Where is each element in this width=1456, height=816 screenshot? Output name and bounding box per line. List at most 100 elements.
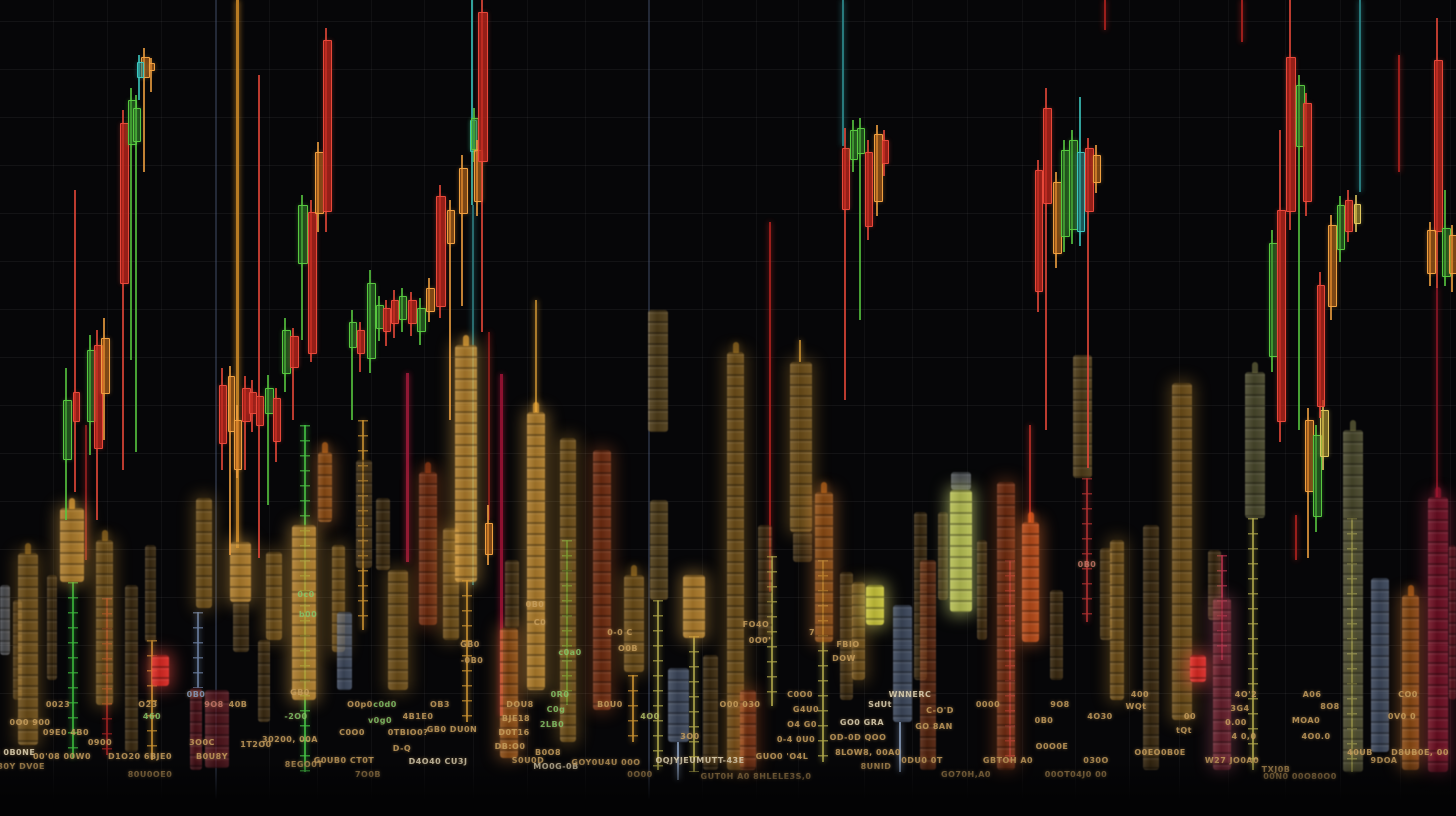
glyph-label: O0O0E bbox=[1035, 742, 1069, 751]
volume-column bbox=[668, 668, 689, 742]
volume-column-cap bbox=[1252, 362, 1258, 373]
volume-column bbox=[1245, 372, 1265, 518]
stem-ticks bbox=[1347, 518, 1357, 772]
glyph-label: 4O30 bbox=[1087, 712, 1113, 721]
glyph-label: C0g bbox=[546, 705, 566, 714]
glyph-label: 0023 bbox=[45, 700, 71, 709]
glyph-label: GB0 DU0N bbox=[426, 725, 478, 734]
glyph-label: D8UB0E, 00 bbox=[1391, 748, 1449, 757]
glyph-label: 0B0 bbox=[1034, 716, 1054, 725]
glyph-label: B0O8 bbox=[534, 748, 562, 757]
volume-column bbox=[938, 512, 948, 600]
volume-column bbox=[13, 600, 22, 700]
glyph-label: GB0 bbox=[290, 688, 310, 697]
candle-wick bbox=[258, 75, 260, 558]
stem-line bbox=[405, 373, 409, 562]
candle-body bbox=[322, 40, 332, 212]
glyph-label: DOU8 bbox=[506, 700, 534, 709]
volume-column bbox=[455, 345, 477, 582]
stem-ticks bbox=[193, 612, 203, 688]
glyph-label: 4 0,0 bbox=[1231, 732, 1257, 741]
candle-body bbox=[234, 420, 242, 470]
volume-column bbox=[1022, 522, 1039, 642]
glyph-label: B0U0 bbox=[597, 700, 623, 709]
stem-ticks bbox=[653, 600, 663, 770]
glyph-label: FBIO bbox=[836, 640, 860, 649]
volume-column bbox=[47, 575, 57, 680]
candle-body bbox=[256, 396, 264, 426]
candle-body bbox=[1042, 108, 1052, 204]
candle-wick bbox=[301, 195, 303, 340]
glyph-label: SdUt bbox=[868, 700, 892, 709]
glyph-label: 30200, 00A bbox=[262, 735, 318, 744]
stem-line bbox=[899, 722, 901, 772]
glyph-label: v0g0 bbox=[367, 716, 393, 725]
glyph-label: 1T2O0 bbox=[240, 740, 272, 749]
stem-line bbox=[799, 340, 801, 362]
glyph-label: OB3 bbox=[430, 700, 450, 709]
volume-column bbox=[356, 460, 372, 568]
volume-column bbox=[893, 605, 912, 722]
glyph-label: GO0 GRA bbox=[839, 718, 885, 727]
volume-column bbox=[527, 412, 545, 690]
glyph-label: DOW bbox=[832, 654, 856, 663]
volume-column-cap bbox=[533, 402, 539, 413]
volume-column bbox=[230, 542, 251, 602]
candle-body bbox=[391, 300, 399, 324]
glyph-label: 9O8 bbox=[1050, 700, 1070, 709]
grid-line-horizontal bbox=[0, 21, 1456, 22]
glyph-label: tQt bbox=[1176, 726, 1192, 735]
volume-column bbox=[145, 545, 156, 642]
glyph-label: G4U0 bbox=[792, 705, 820, 714]
candle-body bbox=[133, 108, 141, 142]
stem-ticks bbox=[358, 420, 368, 630]
volume-column bbox=[205, 690, 229, 768]
candle-body bbox=[447, 210, 455, 244]
glyph-label: GB0 bbox=[460, 640, 480, 649]
glyph-label: GUT0H A0 8HLELE3S,0 bbox=[700, 772, 812, 781]
candle-wick bbox=[292, 328, 294, 420]
glyph-label: 0B0 bbox=[186, 690, 206, 699]
grid-line-vertical bbox=[912, 0, 913, 816]
volume-column bbox=[60, 508, 84, 582]
glyph-label: MOA0 bbox=[1291, 716, 1321, 725]
candle-body bbox=[1286, 57, 1296, 212]
volume-column bbox=[152, 655, 169, 686]
glyph-label: 80U0OE0 bbox=[127, 770, 173, 779]
glyph-label: WQt bbox=[1125, 702, 1147, 711]
candle-body bbox=[1426, 230, 1436, 274]
stem-line bbox=[1029, 425, 1031, 522]
grid-line-vertical bbox=[107, 0, 108, 816]
stem-line bbox=[1241, 0, 1243, 42]
stem-line bbox=[1436, 288, 1438, 497]
glyph-label: GOY0U4U 00O bbox=[571, 758, 641, 767]
glyph-label: 400 bbox=[1130, 690, 1150, 699]
candle-body bbox=[366, 283, 376, 359]
glyph-label: 0V0 0 bbox=[1387, 712, 1417, 721]
candle-wick bbox=[449, 200, 451, 420]
volume-column bbox=[951, 472, 971, 490]
glyph-label: 4B1E0 bbox=[402, 712, 434, 721]
glyph-label: 4O0.0 bbox=[1301, 732, 1331, 741]
grid-line-vertical bbox=[1022, 0, 1023, 816]
volume-column bbox=[1371, 578, 1389, 752]
volume-column bbox=[997, 482, 1015, 770]
candle-body bbox=[357, 330, 365, 354]
grid-line-vertical bbox=[1129, 0, 1130, 816]
glyph-label: 0-0 C bbox=[607, 628, 633, 637]
candle-body bbox=[100, 338, 110, 394]
glyph-label: WNNERC bbox=[888, 690, 932, 699]
candle-body bbox=[1327, 225, 1337, 307]
glyph-label: D-Q bbox=[392, 744, 412, 753]
candle-body bbox=[1035, 170, 1043, 292]
stem-ticks bbox=[147, 640, 157, 760]
volume-column-cap bbox=[69, 498, 75, 509]
candle-wick bbox=[859, 118, 861, 320]
glyph-label: GUO0 'O4L bbox=[755, 752, 809, 761]
glyph-label: 3O0 bbox=[680, 732, 700, 741]
grid-line-vertical bbox=[317, 0, 318, 816]
candle-wick bbox=[135, 95, 137, 452]
glyph-label: DB:O0 bbox=[494, 742, 526, 751]
candle-body bbox=[1302, 103, 1312, 202]
glyph-label: 4O0 bbox=[640, 712, 660, 721]
